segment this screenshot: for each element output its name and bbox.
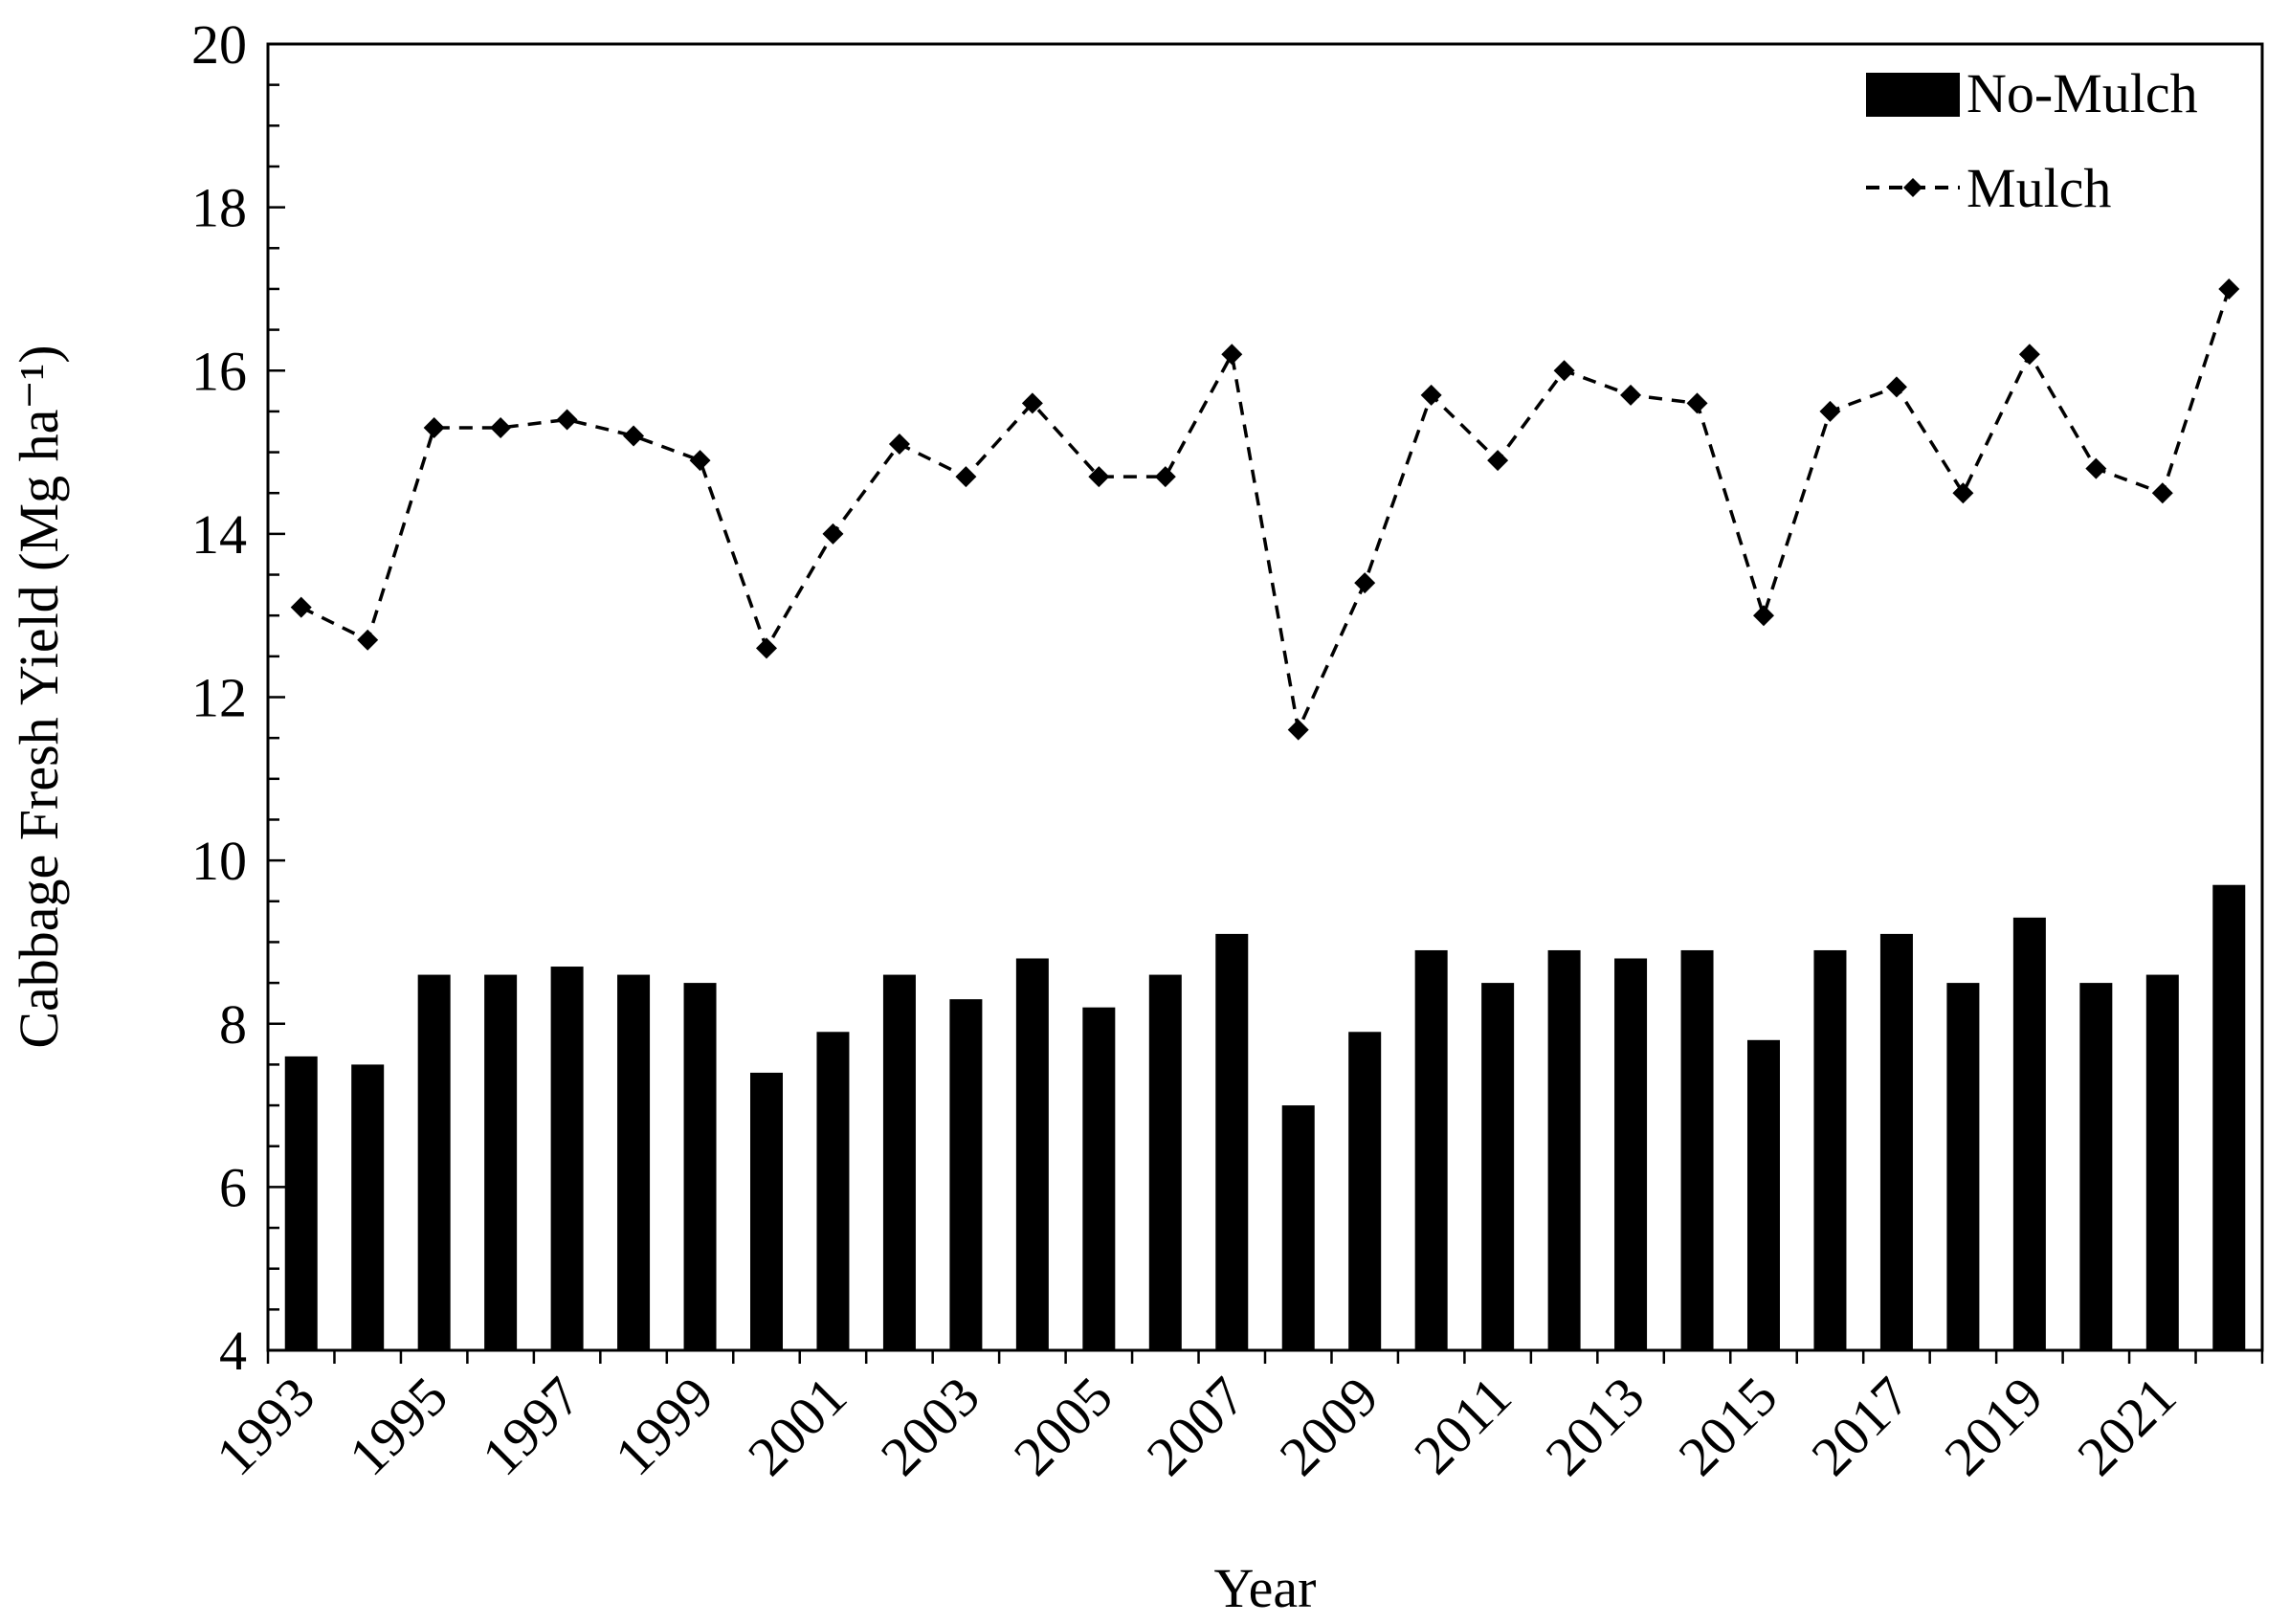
y-tick-label: 12 xyxy=(191,667,247,729)
x-tick-label: 2017 xyxy=(1799,1365,1922,1487)
mulch-point-1994 xyxy=(357,629,379,651)
mulch-point-1993 xyxy=(290,596,312,618)
mulch-point-2007 xyxy=(1221,344,1243,366)
no-mulch-bar-2004 xyxy=(1015,958,1049,1350)
mulch-point-2004 xyxy=(1021,392,1043,414)
mulch-point-2002 xyxy=(888,434,910,456)
mulch-point-1996 xyxy=(490,416,512,438)
no-mulch-bar-2017 xyxy=(1879,933,1913,1350)
x-tick-label: 2021 xyxy=(2065,1365,2188,1487)
mulch-point-2018 xyxy=(1952,482,1974,504)
no-mulch-bar-1998 xyxy=(617,974,651,1350)
no-mulch-bar-2009 xyxy=(1348,1032,1382,1350)
mulch-point-2013 xyxy=(1620,384,1642,406)
mulch-point-2021 xyxy=(2151,482,2173,504)
mulch-series xyxy=(290,278,2240,741)
no-mulch-bar-2015 xyxy=(1747,1039,1780,1350)
x-tick-label: 2009 xyxy=(1268,1365,1390,1487)
x-tick-label: 1999 xyxy=(603,1365,725,1487)
mulch-point-1997 xyxy=(556,409,578,431)
mulch-point-2012 xyxy=(1553,360,1575,382)
mulch-point-2003 xyxy=(955,466,977,488)
no-mulch-bar-1995 xyxy=(417,974,451,1350)
y-axis-label: Cabbage Fresh Yield (Mg ha⁻¹) xyxy=(8,345,70,1048)
no-mulch-bar-2002 xyxy=(882,974,916,1350)
x-tick-label: 1995 xyxy=(337,1365,459,1487)
no-mulch-bar-2019 xyxy=(2012,917,2046,1350)
x-tick-label: 2003 xyxy=(869,1365,991,1487)
no-mulch-bar-2001 xyxy=(816,1032,850,1350)
x-tick-label: 1997 xyxy=(470,1365,592,1487)
y-tick-label: 18 xyxy=(191,177,247,239)
mulch-point-2017 xyxy=(1885,376,1907,398)
no-mulch-bar-1997 xyxy=(550,967,584,1350)
mulch-line xyxy=(300,288,2231,736)
mulch-point-2005 xyxy=(1088,466,1110,488)
no-mulch-bar-1993 xyxy=(284,1056,318,1350)
mulch-point-2011 xyxy=(1487,450,1509,472)
no-mulch-bar-2018 xyxy=(1946,983,1980,1350)
mulch-point-1999 xyxy=(689,450,711,472)
mulch-point-2020 xyxy=(2085,457,2107,479)
mulch-point-2015 xyxy=(1753,605,1774,627)
mulch-point-2022 xyxy=(2218,278,2240,300)
no-mulch-bar-2022 xyxy=(2212,884,2246,1350)
no-mulch-bars xyxy=(284,884,2246,1350)
legend-no-mulch-swatch xyxy=(1866,73,1960,117)
mulch-point-1995 xyxy=(423,416,445,438)
x-tick-label: 2001 xyxy=(736,1365,858,1487)
y-tick-label: 16 xyxy=(191,340,247,402)
mulch-point-2019 xyxy=(2018,344,2040,366)
mulch-point-2010 xyxy=(1420,384,1442,406)
mulch-point-1998 xyxy=(623,425,645,447)
mulch-point-2006 xyxy=(1154,466,1176,488)
no-mulch-bar-2006 xyxy=(1148,974,1182,1350)
mulch-point-2000 xyxy=(756,637,777,659)
no-mulch-bar-1994 xyxy=(351,1064,385,1350)
x-tick-label: 2007 xyxy=(1135,1365,1257,1487)
no-mulch-bar-2021 xyxy=(2145,974,2179,1350)
y-tick-label: 4 xyxy=(219,1320,247,1382)
no-mulch-bar-1999 xyxy=(683,983,717,1350)
mulch-point-2008 xyxy=(1287,719,1309,741)
no-mulch-bar-1996 xyxy=(484,974,518,1350)
x-tick-label: 2015 xyxy=(1666,1365,1789,1487)
mulch-point-2016 xyxy=(1819,400,1841,422)
plot-area xyxy=(266,42,2264,1352)
mulch-point-2009 xyxy=(1354,572,1376,594)
y-axis: 4 6 8 10 12 14 16 18 20 xyxy=(191,13,285,1382)
no-mulch-bar-2005 xyxy=(1082,1007,1116,1350)
legend-no-mulch-label: No-Mulch xyxy=(1967,62,2198,124)
x-tick-label: 2013 xyxy=(1534,1365,1656,1487)
no-mulch-bar-2008 xyxy=(1281,1105,1315,1350)
x-axis: 1993 1995 1997 1999 2001 2003 2005 2007 2009 2011… xyxy=(204,1350,2264,1487)
y-tick-label: 10 xyxy=(191,830,247,892)
no-mulch-bar-2020 xyxy=(2079,983,2113,1350)
no-mulch-bar-2016 xyxy=(1813,949,1847,1350)
mulch-point-2001 xyxy=(822,523,844,545)
no-mulch-bar-2014 xyxy=(1680,949,1714,1350)
y-tick-label: 8 xyxy=(219,993,247,1056)
no-mulch-bar-2010 xyxy=(1414,949,1448,1350)
no-mulch-bar-2007 xyxy=(1215,933,1249,1350)
no-mulch-bar-2000 xyxy=(750,1072,783,1350)
x-tick-label: 2005 xyxy=(1002,1365,1124,1487)
y-tick-label: 20 xyxy=(191,13,247,76)
y-tick-label: 14 xyxy=(191,503,247,566)
mulch-point-2014 xyxy=(1686,392,1708,414)
no-mulch-bar-2012 xyxy=(1547,949,1581,1350)
legend-mulch-label: Mulch xyxy=(1967,157,2111,219)
x-tick-label: 2011 xyxy=(1402,1365,1522,1485)
x-tick-label: 1993 xyxy=(204,1365,326,1487)
no-mulch-bar-2013 xyxy=(1614,958,1648,1350)
no-mulch-bar-2011 xyxy=(1481,983,1515,1350)
legend: No-Mulch Mulch xyxy=(1866,62,2198,219)
no-mulch-bar-2003 xyxy=(949,999,983,1350)
y-tick-label: 6 xyxy=(219,1156,247,1218)
x-axis-label: Year xyxy=(1214,1557,1317,1619)
legend-mulch-marker xyxy=(1903,178,1922,197)
x-tick-label: 2019 xyxy=(1932,1365,2055,1487)
